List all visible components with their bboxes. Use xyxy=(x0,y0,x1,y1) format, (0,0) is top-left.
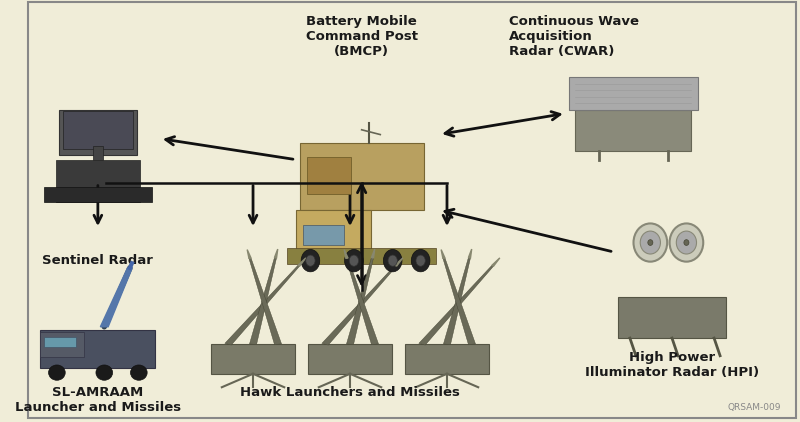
Bar xyxy=(307,157,350,194)
Polygon shape xyxy=(443,258,475,345)
Ellipse shape xyxy=(96,365,113,380)
Text: Continuous Wave
Acquisition
Radar (CWAR): Continuous Wave Acquisition Radar (CWAR) xyxy=(509,15,639,58)
Bar xyxy=(58,110,137,154)
Ellipse shape xyxy=(383,249,402,272)
Bar xyxy=(40,332,84,357)
Polygon shape xyxy=(298,258,306,266)
Polygon shape xyxy=(274,249,278,258)
Bar xyxy=(569,77,698,110)
Polygon shape xyxy=(443,258,470,344)
Bar xyxy=(297,210,371,254)
Ellipse shape xyxy=(684,240,689,246)
Text: High Power
Illuminator Radar (HPI): High Power Illuminator Radar (HPI) xyxy=(585,351,759,379)
Polygon shape xyxy=(395,258,403,266)
Bar xyxy=(93,146,102,160)
Bar xyxy=(618,297,726,338)
Bar xyxy=(302,225,344,245)
Bar xyxy=(210,344,295,374)
Ellipse shape xyxy=(350,255,358,266)
Ellipse shape xyxy=(634,223,667,262)
Text: Sentinel Radar: Sentinel Radar xyxy=(42,254,154,267)
Bar xyxy=(299,143,424,210)
Bar xyxy=(575,110,691,151)
Ellipse shape xyxy=(301,249,320,272)
Text: QRSAM-009: QRSAM-009 xyxy=(727,403,781,412)
Ellipse shape xyxy=(388,255,398,266)
Ellipse shape xyxy=(411,249,430,272)
Polygon shape xyxy=(346,258,374,344)
Ellipse shape xyxy=(676,231,697,254)
Text: Battery Mobile
Command Post
(BMCP): Battery Mobile Command Post (BMCP) xyxy=(306,15,418,58)
Bar xyxy=(44,337,76,347)
Polygon shape xyxy=(322,265,397,345)
Ellipse shape xyxy=(49,365,66,380)
Ellipse shape xyxy=(345,249,363,272)
Text: Hawk Launchers and Missiles: Hawk Launchers and Missiles xyxy=(240,387,460,399)
Polygon shape xyxy=(225,265,300,345)
Ellipse shape xyxy=(130,365,147,380)
Bar xyxy=(308,344,392,374)
Polygon shape xyxy=(492,258,500,266)
Ellipse shape xyxy=(670,223,703,262)
Ellipse shape xyxy=(416,255,426,266)
Polygon shape xyxy=(344,249,348,258)
Text: SL-AMRAAM
Launcher and Missiles: SL-AMRAAM Launcher and Missiles xyxy=(15,387,181,414)
Bar xyxy=(405,344,490,374)
Polygon shape xyxy=(441,249,445,258)
FancyBboxPatch shape xyxy=(28,2,796,418)
Polygon shape xyxy=(250,258,277,344)
Bar xyxy=(56,160,140,202)
Bar xyxy=(44,187,152,202)
Polygon shape xyxy=(100,268,132,327)
Polygon shape xyxy=(249,258,282,345)
Ellipse shape xyxy=(640,231,661,254)
Bar xyxy=(40,330,155,368)
Polygon shape xyxy=(247,249,251,258)
Bar xyxy=(62,111,133,149)
Polygon shape xyxy=(371,249,374,258)
Ellipse shape xyxy=(648,240,653,246)
Polygon shape xyxy=(419,265,494,345)
Ellipse shape xyxy=(306,255,315,266)
Bar xyxy=(287,248,436,264)
Polygon shape xyxy=(346,258,378,345)
Polygon shape xyxy=(468,249,472,258)
